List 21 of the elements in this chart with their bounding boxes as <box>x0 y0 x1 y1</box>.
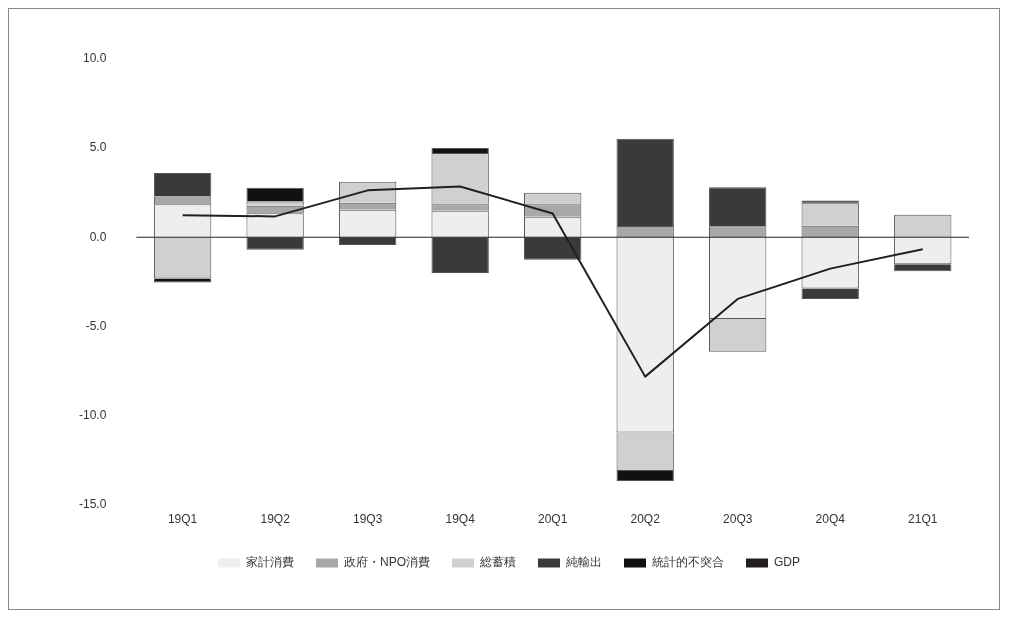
x-tick-label: 19Q2 <box>260 512 291 527</box>
legend-label: 純輸出 <box>566 555 602 570</box>
x-tick-label: 19Q1 <box>167 512 198 527</box>
legend-label: 政府・NPO消費 <box>344 555 431 570</box>
x-tick-label: 20Q1 <box>538 512 568 527</box>
y-tick-label: -5.0 <box>85 318 107 333</box>
x-tick-label: 20Q3 <box>723 512 753 527</box>
y-tick-label: -15.0 <box>78 496 107 511</box>
legend-label: 家計消費 <box>246 555 294 570</box>
x-tick-label: 20Q4 <box>815 512 846 527</box>
x-tick-label: 19Q3 <box>352 512 383 527</box>
legend-label: 総蓄積 <box>479 555 516 570</box>
legend-label: 統計的不突合 <box>652 555 724 570</box>
x-tick-label: 21Q1 <box>908 512 938 527</box>
y-tick-label: 0.0 <box>89 229 107 244</box>
legend-label: GDP <box>774 555 801 570</box>
y-tick-label: -10.0 <box>78 407 107 422</box>
y-tick-label: 5.0 <box>89 140 107 155</box>
x-tick-label: 19Q4 <box>445 512 476 527</box>
y-tick-label: 10.0 <box>82 51 107 66</box>
x-tick-label: 20Q2 <box>630 512 661 527</box>
